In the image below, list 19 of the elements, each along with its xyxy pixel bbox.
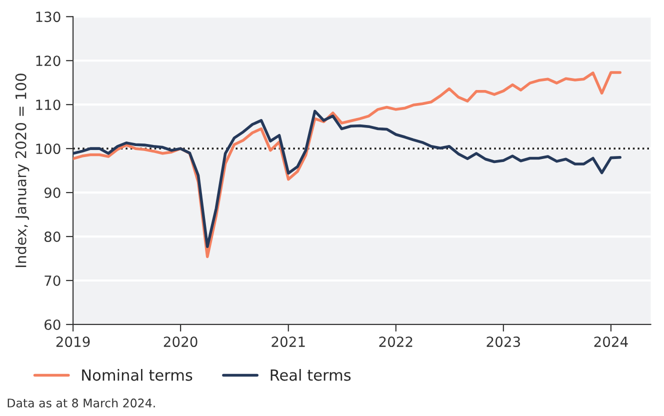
y-tick-label: 70: [44, 275, 60, 286]
x-tick-label: 2019: [56, 336, 90, 348]
x-tick-label: 2021: [272, 336, 305, 348]
y-tick-label: 130: [36, 12, 60, 22]
y-axis-title: Index, January 2020 = 100: [15, 74, 30, 268]
legend-label: Real terms: [270, 369, 351, 381]
x-tick-label: 2022: [379, 336, 412, 348]
x-tick-label: 2020: [164, 336, 198, 348]
y-tick-label: 80: [44, 231, 60, 242]
x-tick-label: 2023: [486, 336, 520, 348]
y-tick-label: 110: [36, 100, 60, 110]
line-series: [73, 110, 622, 248]
legend-label: Nominal terms: [82, 369, 192, 381]
y-tick-label: 90: [44, 188, 60, 198]
x-tick-label: 2024: [594, 336, 628, 348]
y-tick-label: 60: [44, 319, 60, 330]
text: Data as at 8 March 2024.: [8, 398, 155, 408]
y-tick-label: 120: [36, 56, 60, 66]
y-tick-label: 100: [36, 144, 60, 154]
